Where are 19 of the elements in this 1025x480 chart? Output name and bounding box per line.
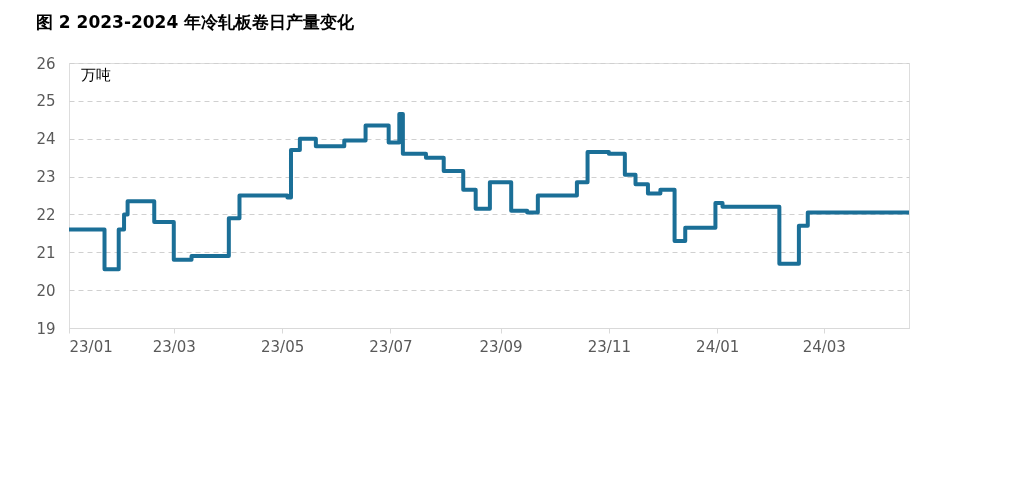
y-tick-label: 21	[36, 243, 56, 262]
y-tick-label: 20	[36, 281, 56, 300]
y-axis-title: 万吨	[81, 66, 111, 84]
x-tick-label: 23/11	[587, 337, 631, 356]
x-tick-label: 23/07	[369, 337, 413, 356]
x-tick-label: 23/03	[152, 337, 196, 356]
x-tick-label: 23/05	[260, 337, 305, 356]
y-tick-label: 23	[36, 168, 56, 187]
x-tick-label: 23/01	[69, 337, 113, 356]
chart-title: 图 2 2023-2024 年冷轧板卷日产量变化	[35, 12, 356, 32]
x-tick-label: 23/09	[479, 337, 523, 356]
y-tick-label: 24	[36, 130, 56, 149]
x-tick-label: 24/01	[696, 337, 740, 356]
line-series	[67, 112, 911, 272]
y-tick-label: 25	[36, 92, 56, 111]
y-tick-label: 22	[36, 205, 56, 224]
y-tick-label: 26	[36, 54, 56, 73]
x-tick-label: 24/03	[802, 337, 846, 356]
y-tick-label: 19	[36, 319, 56, 338]
